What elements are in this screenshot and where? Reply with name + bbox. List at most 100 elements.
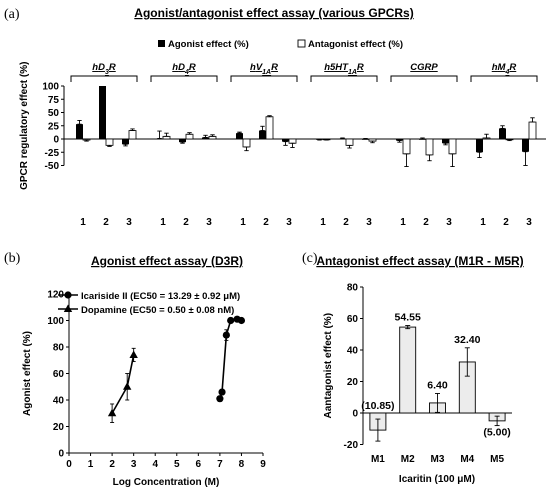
chart-c-xlabel: Icaritin (100 μM) <box>399 474 475 485</box>
agonist-bar <box>499 128 506 139</box>
chart-a-xtick-label: 3 <box>446 217 452 228</box>
chart-b-xtick-label: 0 <box>66 459 72 470</box>
receptor-label-4: CGRP <box>410 62 438 73</box>
antagonist-bar <box>265 116 274 140</box>
chart-a-xtick-label: 1 <box>320 217 326 228</box>
legend-series-label-0: Icariside II (EC50 = 13.29 ± 0.92 μM) <box>81 291 240 302</box>
agonist-bar <box>442 139 449 144</box>
chart-c-xtick-label: M2 <box>401 454 415 465</box>
chart-b-ytick-label: 60 <box>53 369 65 380</box>
chart-c-ytick-label: 40 <box>347 346 359 357</box>
data-label-M4: 32.40 <box>454 334 480 346</box>
agonist-bar <box>76 124 83 139</box>
series-point-0 <box>216 395 224 403</box>
agonist-bar <box>396 139 403 141</box>
chart-b-xtick-label: 3 <box>131 459 137 470</box>
agonist-bar <box>282 139 289 142</box>
chart-a-ytick-label: -25 <box>45 148 60 159</box>
chart-c-ytick-label: 20 <box>347 377 359 388</box>
antagonist-bar <box>402 138 411 155</box>
chart-b-xtick-label: 6 <box>196 459 202 470</box>
antagonist-bar <box>185 133 194 140</box>
chart-b-xtick-label: 5 <box>174 459 180 470</box>
legend-agonist-label: Agonist effect (%) <box>168 39 249 50</box>
chart-a-xtick-label: 1 <box>480 217 486 228</box>
legend-agonist-swatch <box>158 40 165 47</box>
chart-b-xtick-label: 8 <box>239 459 245 470</box>
chart-a-xtick-label: 3 <box>526 217 532 228</box>
chart-c-xtick-label: M5 <box>490 454 504 465</box>
series-line-1 <box>111 354 135 414</box>
chart-b-ylabel: Agonist effect (%) <box>22 331 33 416</box>
chart-c-ytick-label: 80 <box>347 283 359 294</box>
chart-b-xtick-label: 4 <box>152 459 158 470</box>
chart-b-ytick-label: 80 <box>53 343 65 354</box>
agonist-bar <box>122 139 129 145</box>
receptor-bracket <box>390 75 458 82</box>
chart-a-xtick-label: 2 <box>503 217 509 228</box>
series-point-1 <box>123 382 132 390</box>
antagonist-bar <box>425 138 434 156</box>
antagonist-bar <box>242 138 251 148</box>
chart-a-ytick-label: 75 <box>48 95 60 106</box>
chart-a-xtick-label: 3 <box>366 217 372 228</box>
chart-a-ytick-label: 100 <box>42 82 59 93</box>
chart-c-ylabel: Aantagonist effect (%) <box>323 313 334 419</box>
panel-label-c: (c) <box>302 251 318 266</box>
chart-a-xtick-label: 2 <box>343 217 349 228</box>
chart-c-ytick-label: -20 <box>344 440 359 451</box>
antagonist-bar <box>448 138 457 155</box>
chart-a-xtick-label: 1 <box>80 217 86 228</box>
chart-a-xtick-label: 2 <box>183 217 189 228</box>
panel-label-a: (a) <box>4 7 20 22</box>
antagonist-bar <box>528 121 537 140</box>
chart-b-xtick-label: 7 <box>217 459 223 470</box>
series-point-1 <box>129 350 138 358</box>
data-label-M2: 54.55 <box>395 312 421 324</box>
receptor-label-5: hM4R <box>492 62 517 76</box>
agonist-bar <box>476 139 483 153</box>
chart-a-ytick-label: 50 <box>48 108 60 119</box>
chart-c-ytick-label: 0 <box>352 409 358 420</box>
chart-b-ytick-label: 40 <box>53 396 65 407</box>
chart-a-ytick-label: 0 <box>53 135 59 146</box>
legend-antagonist-swatch <box>297 39 306 48</box>
series-point-0 <box>237 316 246 325</box>
antagonist-bar <box>345 138 354 146</box>
receptor-bracket <box>70 75 138 82</box>
series-point-0 <box>222 331 230 339</box>
chart-a-xtick-label: 3 <box>206 217 212 228</box>
chart-a-xtick-label: 1 <box>160 217 166 228</box>
chart-a-ytick-label: -50 <box>45 161 60 172</box>
data-label-M5: (5.00) <box>483 427 510 439</box>
receptor-label-1: hD4R <box>172 62 196 76</box>
series-line-0 <box>219 318 242 399</box>
receptor-bracket <box>230 75 298 82</box>
bar-M2 <box>399 326 417 414</box>
chart-b-ytick-label: 120 <box>47 290 64 301</box>
agonist-bar <box>179 139 186 143</box>
agonist-bar <box>202 137 209 139</box>
chart-b-ytick-label: 0 <box>58 449 64 460</box>
chart-b-title: Agonist effect assay (D3R) <box>91 254 243 268</box>
chart-a-ylabel: GPCR regulatory effect (%) <box>19 62 30 190</box>
agonist-bar <box>99 86 106 139</box>
chart-a-xtick-label: 3 <box>286 217 292 228</box>
chart-b-xtick-label: 1 <box>88 459 94 470</box>
chart-b-xlabel: Log Concentration (M) <box>113 477 220 488</box>
chart-b-ytick-label: 100 <box>47 316 64 327</box>
chart-b-xtick-label: 2 <box>109 459 115 470</box>
agonist-bar <box>236 133 243 139</box>
data-label-M1: (10.85) <box>361 400 394 412</box>
chart-a-xtick-label: 2 <box>263 217 269 228</box>
legend-series-label-1: Dopamine (EC50 = 0.50 ± 0.08 nM) <box>81 305 234 316</box>
receptor-bracket <box>310 75 378 82</box>
antagonist-bar <box>288 138 297 144</box>
chart-a-xtick-label: 3 <box>126 217 132 228</box>
chart-a-xtick-label: 2 <box>103 217 109 228</box>
agonist-bar <box>259 130 266 139</box>
series-point-1 <box>107 408 117 417</box>
receptor-bracket <box>150 75 218 82</box>
chart-c-xtick-label: M1 <box>371 454 385 465</box>
